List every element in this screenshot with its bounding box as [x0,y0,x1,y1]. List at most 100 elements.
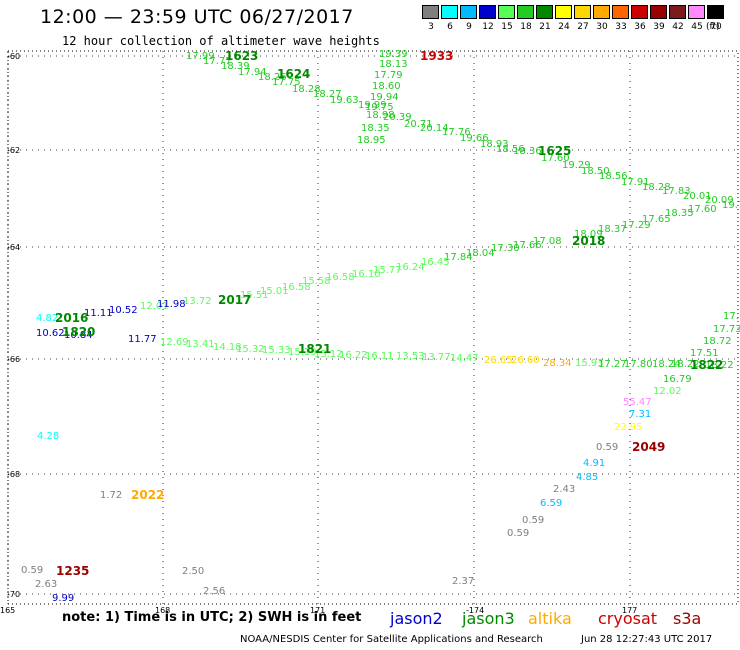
wave-height-value: 18.26 [258,72,287,83]
wave-height-value: 18.50 [581,166,610,177]
wave-height-value: 17.99 [186,51,215,62]
mission-s3a: s3a [673,609,702,628]
wave-height-value: 17.76 [442,127,471,138]
longitude-label: 177 [622,606,637,615]
legend-label: 15 [501,22,513,32]
wave-height-value: 17. [723,311,739,322]
legend-unit: (ft) [706,22,720,32]
wave-height-value: 17.84 [444,252,473,263]
legend-label: 18 [520,22,532,32]
latitude-label: -62 [7,146,20,155]
legend-label: 39 [653,22,665,32]
legend-swatch [460,5,477,19]
longitude-label: 168 [155,606,170,615]
legend-swatch [479,5,496,19]
wave-height-value: 19.75 [365,102,394,113]
wave-height-value: 18.95 [357,135,386,146]
legend-swatch [650,5,667,19]
latitude-label: -64 [7,243,20,252]
pass-time-label: 1933 [420,49,453,63]
wave-height-value: 17.08 [533,236,562,247]
legend-label: 27 [577,22,589,32]
wave-height-value: 17.75 [272,77,301,88]
legend-label: 33 [615,22,627,32]
wave-height-value: 17.30 [491,243,520,254]
latitude-label: -60 [7,52,20,61]
pass-time-label: 2017 [218,293,251,307]
wave-height-value: 18.60 [372,81,401,92]
pass-time-label: 2022 [131,488,164,502]
wave-height-value: 18.35 [361,123,390,134]
legend-label: 9 [466,22,472,32]
longitude-label: -174 [466,606,484,615]
legend-swatch [669,5,686,19]
wave-height-value: 16.58 [326,272,355,283]
wave-height-value: 16.58 [282,282,311,293]
map-subtitle: 12 hour collection of altimeter wave hei… [62,34,380,48]
wave-height-value: 10.52 [109,305,138,316]
legend-swatch [422,5,439,19]
wave-height-value: 20.14 [420,123,449,134]
wave-height-value: 6.59 [540,498,562,509]
wave-height-value: 17.60 [688,204,717,215]
wave-height-value: 20.39 [383,112,412,123]
pass-time-label: 1235 [56,564,89,578]
legend-label: 6 [447,22,453,32]
wave-height-value: 17.29 [622,220,651,231]
wave-height-value: 16.45 [421,257,450,268]
wave-height-value: 4.85 [576,472,598,483]
wave-height-value: 22.95 [614,422,643,433]
legend-swatch [536,5,553,19]
wave-height-value: 19.99 [358,100,387,111]
wave-height-value: 17.27 [598,359,627,370]
wave-height-value: 0.59 [522,515,544,526]
wave-height-value: 15.51 [240,290,269,301]
latitude-label: -68 [7,470,20,479]
legend-swatch [441,5,458,19]
wave-height-value: 17.51 [690,348,719,359]
wave-height-value: 18.04 [466,248,495,259]
wave-height-value: 2.63 [35,579,57,590]
wave-height-value: 26.60 [511,355,540,366]
wave-height-value: 18.24 [652,359,681,370]
wave-height-value: 15.12 [314,349,343,360]
legend-label: 12 [482,22,494,32]
wave-height-value: 15.77 [373,265,402,276]
wave-height-value: 18.39 [221,61,250,72]
mission-jason2: jason2 [390,609,443,628]
wave-height-value: 18.72 [703,336,732,347]
wave-height-value: 4.91 [583,458,605,469]
wave-height-value: 13.53 [396,351,425,362]
generated-timestamp: Jun 28 12:27:43 UTC 2017 [581,634,713,645]
wave-height-value: 2.56 [203,586,225,597]
legend-label: 70 [710,22,722,32]
wave-height-value: 9.99 [52,593,74,604]
footnote: note: 1) Time is in UTC; 2) SWH is in fe… [62,610,362,625]
wave-height-value: 19.29 [562,160,591,171]
wave-height-value: 0.59 [507,528,529,539]
wave-height-value: 15.32 [236,344,265,355]
wave-height-value: 17.73 [713,324,740,335]
wave-height-value: 17.83 [662,186,691,197]
wave-height-value: 20.09 [705,195,734,206]
wave-height-value: 11.11 [84,308,113,319]
wave-height-value: 17.66 [513,240,542,251]
wave-height-value: 1.72 [100,490,122,501]
mission-cryosat: cryosat [598,609,658,628]
legend-swatch [498,5,515,19]
wave-height-value: 13.72 [183,296,212,307]
wave-height-value: 28.34 [543,358,572,369]
mission-altika: altika [528,609,572,628]
wave-height-value: 15.33 [262,345,291,356]
wave-height-value: 7.31 [629,409,651,420]
legend-swatch [688,5,705,19]
wave-height-value: 17.91 [621,177,650,188]
wave-height-value: 18.36 [513,146,542,157]
pass-time-label: 1822 [690,358,723,372]
wave-height-value: 18.56 [599,171,628,182]
wave-height-value: 2.37 [452,576,474,587]
pass-time-label: 1623 [225,49,258,63]
wave-height-value: 16.24 [396,262,425,273]
legend-label: 21 [539,22,551,32]
